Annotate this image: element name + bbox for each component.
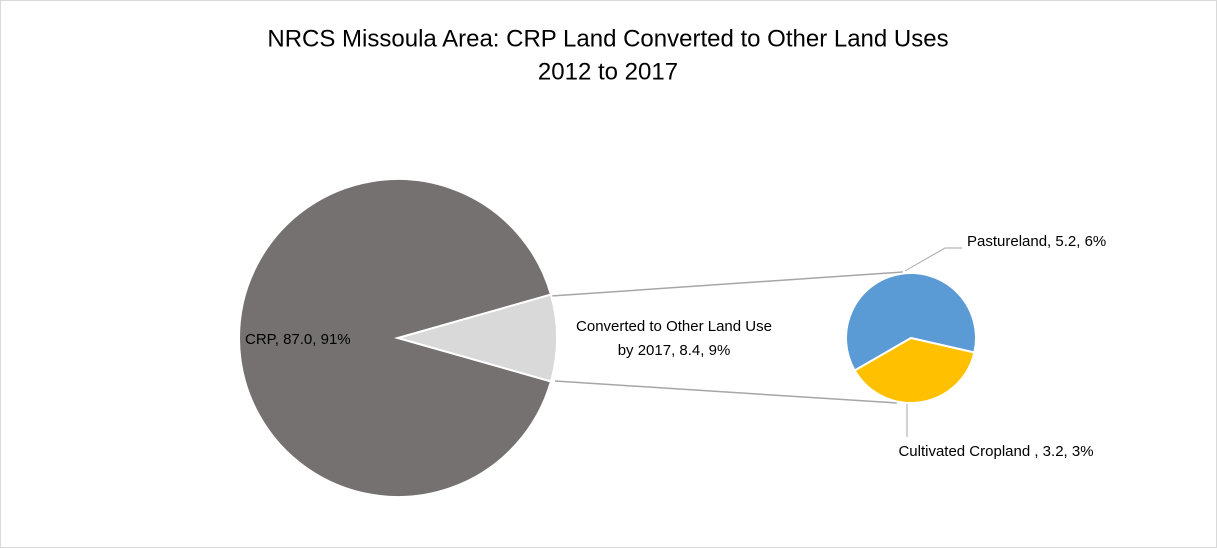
- leader-line: [904, 247, 962, 272]
- pie-slice: [394, 293, 558, 383]
- data-label: Pastureland, 5.2, 6%: [967, 233, 1106, 250]
- pie-slice: [853, 336, 976, 404]
- data-label: Cultivated Cropland , 3.2, 3%: [898, 443, 1093, 460]
- connector-line: [554, 380, 898, 404]
- chart-title: NRCS Missoula Area: CRP Land Converted t…: [267, 25, 948, 52]
- pie-slice: [845, 272, 977, 372]
- data-label: by 2017, 8.4, 9%: [618, 342, 731, 359]
- data-label: CRP, 87.0, 91%: [245, 331, 351, 348]
- data-label: Converted to Other Land Use: [576, 318, 772, 335]
- connector-line: [550, 271, 904, 297]
- chart-title: 2012 to 2017: [538, 58, 678, 85]
